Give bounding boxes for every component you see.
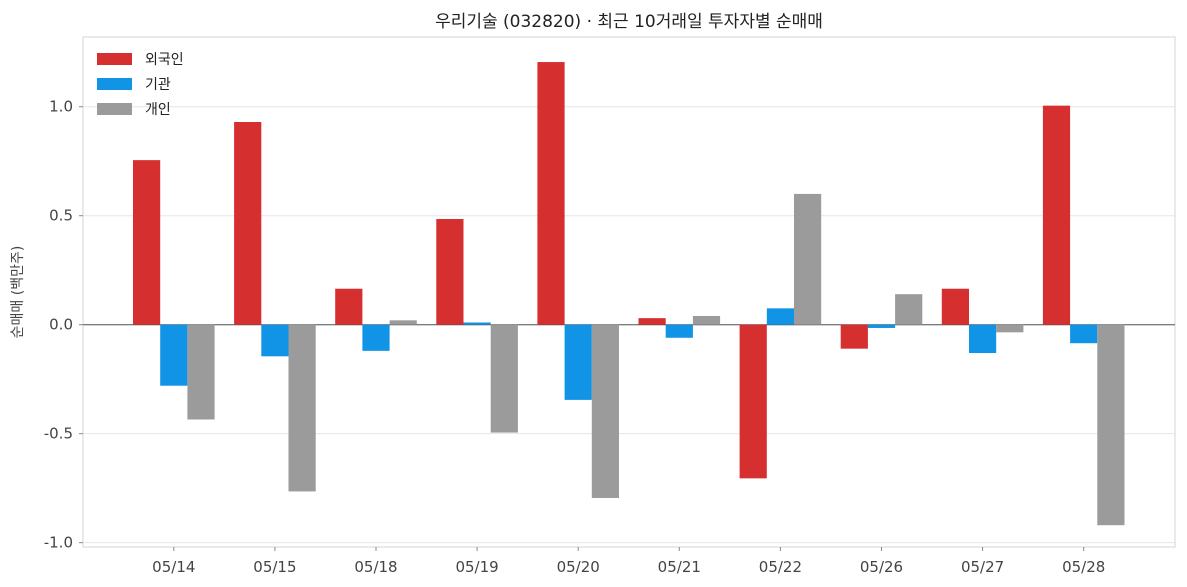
bar: [335, 288, 363, 325]
bar: [840, 324, 868, 349]
legend-swatch: [97, 103, 132, 115]
legend-label: 외국인: [145, 52, 184, 68]
x-tick-label: 05/28: [1062, 558, 1105, 576]
bar: [996, 324, 1024, 333]
bar: [1097, 324, 1125, 526]
x-tick-label: 05/21: [658, 558, 701, 576]
x-tick-label: 05/27: [961, 558, 1004, 576]
x-tick-label: 05/14: [152, 558, 195, 576]
bar: [133, 160, 161, 325]
x-axis-ticks: 05/14 05/15 05/18 05/19 05/20 05/21 05/22 05/26…: [152, 547, 1105, 576]
bar: [234, 122, 262, 325]
bar: [362, 324, 390, 351]
legend-swatch: [97, 78, 132, 90]
y-tick-label: -1.0: [44, 534, 73, 552]
bar: [564, 324, 592, 400]
y-tick-label: 0.0: [49, 316, 73, 334]
bar: [389, 320, 417, 325]
x-tick-label: 05/26: [860, 558, 903, 576]
bar: [766, 308, 794, 325]
bar: [895, 294, 923, 325]
chart-title: 우리기술 (032820) · 최근 10거래일 투자자별 순매매: [435, 12, 823, 32]
x-tick-label: 05/20: [557, 558, 600, 576]
x-tick-label: 05/15: [253, 558, 296, 576]
y-tick-label: -0.5: [44, 425, 73, 443]
bar: [969, 324, 997, 354]
bar: [638, 318, 666, 325]
legend-label: 개인: [145, 102, 171, 118]
bar: [665, 324, 693, 338]
x-tick-label: 05/18: [354, 558, 397, 576]
bar: [1070, 324, 1098, 344]
bar: [591, 324, 619, 498]
x-tick-label: 05/19: [455, 558, 498, 576]
bars: [133, 62, 1125, 526]
bar: [867, 324, 896, 328]
bar: [739, 324, 767, 479]
y-tick-label: 0.5: [49, 207, 73, 225]
bar: [537, 62, 565, 325]
x-tick-label: 05/22: [759, 558, 802, 576]
bar: [261, 324, 289, 357]
plot-area: [82, 36, 1176, 548]
bar: [490, 324, 518, 433]
bar: [463, 322, 491, 325]
bar: [436, 218, 464, 325]
bar: [692, 315, 721, 325]
y-axis-label: 순매매 (백만주): [10, 246, 26, 339]
bar: [1042, 105, 1071, 325]
bar: [160, 324, 188, 386]
y-axis-ticks: 1.0 0.5 0.0 -0.5 -1.0: [44, 98, 83, 552]
bar: [187, 324, 215, 420]
bar: [794, 193, 822, 325]
y-tick-label: 1.0: [49, 98, 73, 116]
legend-swatch: [97, 53, 132, 65]
bar: [288, 324, 316, 492]
bar: [941, 288, 969, 325]
legend-label: 기관: [145, 77, 171, 93]
